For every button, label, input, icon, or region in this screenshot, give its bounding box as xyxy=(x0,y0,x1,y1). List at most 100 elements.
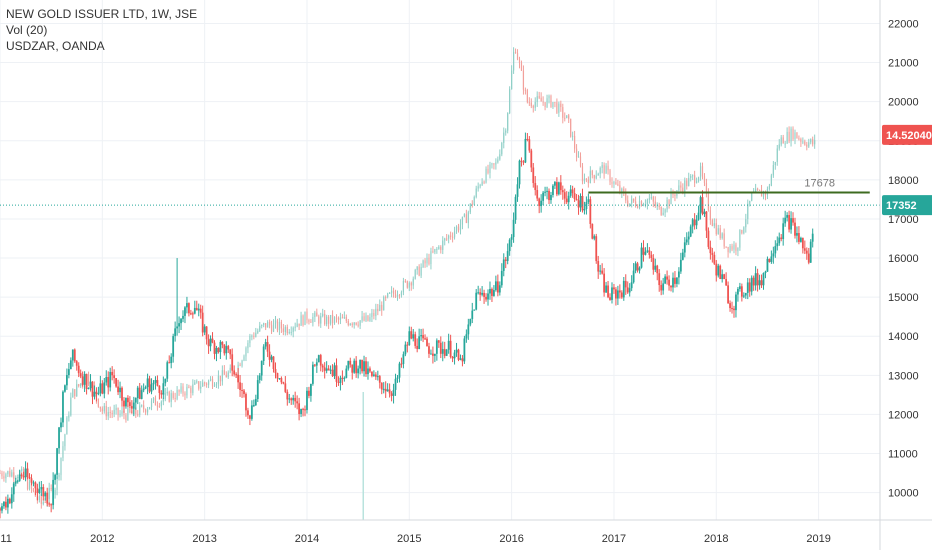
compare-candle-body xyxy=(347,320,349,325)
main-candle-body xyxy=(211,338,214,343)
compare-candle-body xyxy=(62,446,64,458)
main-candle-body xyxy=(408,331,411,346)
compare-candle-body xyxy=(784,143,786,145)
main-candle-body xyxy=(599,270,602,272)
legend-main-series[interactable]: NEW GOLD ISSUER LTD, 1W, JSE xyxy=(6,7,198,21)
compare-candle-body xyxy=(741,230,743,234)
compare-candle-body xyxy=(751,192,753,201)
main-candle-body xyxy=(396,377,399,379)
main-candle-body xyxy=(306,390,308,411)
compare-candle-body xyxy=(416,266,418,271)
compare-candle-body xyxy=(774,161,776,166)
main-candle-body xyxy=(788,215,790,230)
main-candle-body xyxy=(534,183,537,191)
main-candle-body xyxy=(298,403,301,414)
compare-candle-body xyxy=(703,176,706,183)
compare-candle-body xyxy=(440,246,442,250)
compare-candle-body xyxy=(345,317,347,321)
main-candle-body xyxy=(247,410,249,416)
compare-candle-body xyxy=(404,280,406,282)
compare-candle-body xyxy=(5,474,7,479)
compare-candle-body xyxy=(705,182,708,192)
x-tick-label: 2019 xyxy=(806,533,830,545)
main-candle-body xyxy=(132,402,135,409)
main-candle-body xyxy=(672,277,674,288)
compare-candle-body xyxy=(369,317,371,321)
compare-candle-body xyxy=(331,314,334,323)
main-candle-body xyxy=(189,313,192,315)
compare-candle-body xyxy=(595,175,597,179)
main-candle-body xyxy=(400,363,403,365)
main-candle-body xyxy=(30,478,33,483)
main-candle-body xyxy=(113,375,116,379)
compare-candle-body xyxy=(396,295,399,298)
main-candle-body xyxy=(573,193,576,199)
compare-candle-body xyxy=(50,487,52,489)
compare-candle-body xyxy=(749,200,751,204)
legend-compare-series[interactable]: USDZAR, OANDA xyxy=(6,39,105,53)
compare-candle-body xyxy=(412,278,414,286)
compare-candle-body xyxy=(570,118,572,137)
compare-candle-body xyxy=(772,165,774,176)
compare-candle-body xyxy=(168,391,170,402)
compare-candle-body xyxy=(17,476,19,478)
compare-candle-body xyxy=(211,378,214,387)
main-candle-body xyxy=(323,367,326,371)
compare-candle-body xyxy=(373,312,375,317)
compare-candle-body xyxy=(782,137,784,144)
main-candle-body xyxy=(300,408,302,414)
compare-candle-body xyxy=(158,405,160,407)
compare-last-badge: 14.52040 xyxy=(886,130,932,142)
main-candle-body xyxy=(311,364,314,384)
main-candle-body xyxy=(182,315,184,319)
compare-candle-body xyxy=(699,166,702,178)
main-candle-body xyxy=(439,342,442,354)
compare-candle-body xyxy=(646,199,649,205)
compare-candle-body xyxy=(119,413,121,416)
main-candle-body xyxy=(733,308,735,311)
main-candle-body xyxy=(685,239,688,243)
compare-candle-body xyxy=(78,384,80,386)
compare-candle-body xyxy=(770,175,772,186)
legend-volume[interactable]: Vol (20) xyxy=(6,23,48,37)
compare-candle-body xyxy=(806,144,808,147)
compare-candle-body xyxy=(0,473,1,475)
compare-candle-body xyxy=(790,128,792,142)
compare-candle-body xyxy=(648,198,650,200)
main-candle-body xyxy=(707,230,710,247)
main-candle-body xyxy=(416,345,419,349)
compare-candle-body xyxy=(536,96,538,102)
main-candle-body xyxy=(266,342,269,352)
compare-candle-body xyxy=(631,198,633,204)
compare-candle-body xyxy=(408,282,410,288)
main-candle-body xyxy=(233,370,236,375)
compare-candle-body xyxy=(170,393,172,402)
main-candle-body xyxy=(591,223,594,239)
compare-candle-body xyxy=(243,356,245,361)
compare-candle-body xyxy=(682,187,684,192)
compare-candle-body xyxy=(428,257,430,264)
compare-candle-body xyxy=(207,380,210,385)
compare-candle-body xyxy=(111,413,113,415)
main-candle-body xyxy=(648,250,651,255)
y-tick-label: 21000 xyxy=(888,58,919,70)
main-candle-body xyxy=(491,288,493,296)
main-candle-body xyxy=(203,326,206,333)
main-candle-body xyxy=(426,338,428,347)
compare-candle-body xyxy=(461,216,464,225)
main-candle-body xyxy=(660,285,663,291)
main-candle-body xyxy=(729,303,731,309)
compare-candle-body xyxy=(709,210,711,221)
compare-candle-body xyxy=(467,212,469,224)
compare-candle-body xyxy=(121,411,123,414)
main-candle-body xyxy=(626,287,629,293)
compare-candle-body xyxy=(453,231,456,238)
y-tick-label: 20000 xyxy=(888,97,919,109)
main-candle-body xyxy=(624,280,627,288)
compare-series-usdzar xyxy=(0,47,816,509)
compare-candle-body xyxy=(241,360,243,366)
main-candle-body xyxy=(575,198,578,201)
main-candle-body xyxy=(310,383,312,396)
